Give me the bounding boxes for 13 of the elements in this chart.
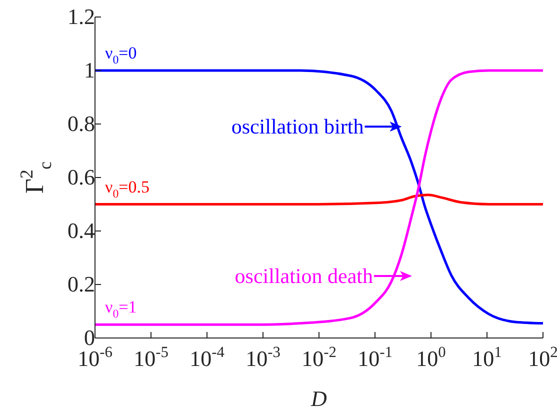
y-tick-label: 0 [84,325,95,350]
series-label: ν$_{0}$=1 [105,298,137,321]
annotation: oscillation birth [231,114,364,139]
y-tick-label: 0.8 [68,111,95,136]
series-label: ν$_{0}$=0.5 [105,177,150,200]
y-tick-label: 1.2 [68,4,95,29]
y-tick-label: 0.4 [68,218,95,243]
y-tick-label: 0.6 [68,164,95,190]
annotation: oscillation death [234,264,374,288]
series-label: ν$_{0}$=0 [105,44,137,67]
y-tick-label: 0.2 [68,272,95,296]
x-axis-title: D [310,386,328,411]
y-tick-label: 1 [84,58,95,82]
